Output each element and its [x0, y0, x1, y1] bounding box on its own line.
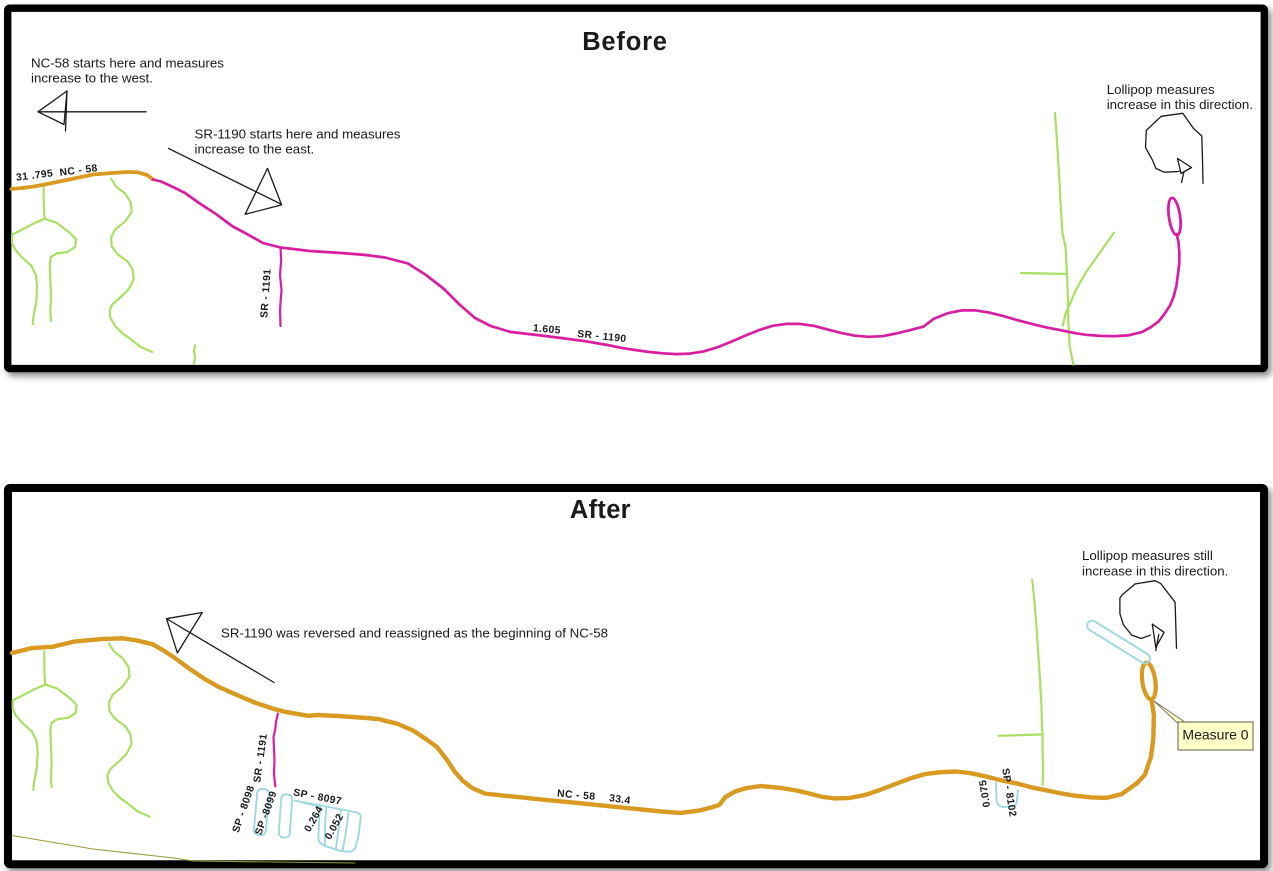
svg-text:increase in this direction.: increase in this direction. [1082, 564, 1228, 579]
svg-text:After: After [570, 496, 631, 524]
svg-text:NC - 58: NC - 58 [557, 789, 596, 803]
svg-text:increase to the west.: increase to the west. [31, 71, 153, 86]
svg-text:NC-58 starts here and measures: NC-58 starts here and measures [31, 56, 224, 71]
svg-text:Measure 0: Measure 0 [1182, 727, 1248, 743]
svg-text:SR - 1190: SR - 1190 [577, 329, 627, 345]
svg-text:0.075: 0.075 [978, 779, 993, 808]
svg-text:33.4: 33.4 [608, 793, 631, 807]
svg-text:increase in this direction.: increase in this direction. [1107, 97, 1253, 112]
svg-text:SR-1190 starts here and measur: SR-1190 starts here and measures [195, 127, 401, 142]
svg-text:Lollipop measures still: Lollipop measures still [1082, 548, 1213, 563]
svg-text:1.605: 1.605 [533, 323, 562, 336]
svg-text:NC - 58: NC - 58 [59, 163, 98, 179]
svg-text:Before: Before [582, 28, 668, 56]
svg-text:increase to the east.: increase to the east. [195, 142, 315, 157]
svg-text:31 .795: 31 .795 [16, 168, 54, 183]
svg-text:SR - 1191: SR - 1191 [259, 268, 273, 318]
svg-text:Lollipop measures: Lollipop measures [1107, 82, 1215, 97]
svg-text:SR-1190 was reversed and reass: SR-1190 was reversed and reassigned as t… [221, 625, 608, 640]
